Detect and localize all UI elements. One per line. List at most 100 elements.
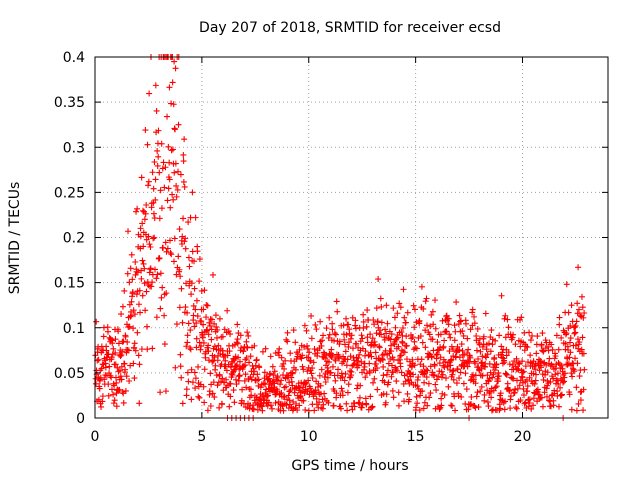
data-point bbox=[196, 256, 203, 263]
data-point bbox=[577, 312, 584, 319]
data-point bbox=[406, 396, 413, 403]
data-point bbox=[429, 336, 436, 343]
data-point bbox=[382, 399, 389, 406]
data-point bbox=[432, 381, 439, 388]
data-point bbox=[168, 251, 175, 258]
data-point bbox=[192, 375, 199, 382]
data-point bbox=[580, 314, 587, 321]
data-point bbox=[418, 283, 425, 290]
data-point bbox=[277, 381, 284, 388]
data-point bbox=[554, 370, 561, 377]
y-tick-label: 0.25 bbox=[54, 185, 85, 201]
data-point bbox=[342, 348, 349, 355]
data-point bbox=[243, 384, 250, 391]
data-point bbox=[122, 333, 129, 340]
data-point bbox=[419, 388, 426, 395]
data-point bbox=[397, 363, 404, 370]
data-point bbox=[490, 387, 497, 394]
data-point bbox=[209, 358, 216, 365]
data-point bbox=[371, 321, 378, 328]
data-point bbox=[108, 386, 115, 393]
data-point bbox=[282, 357, 289, 364]
data-point bbox=[148, 283, 155, 290]
data-point bbox=[464, 363, 471, 370]
data-point bbox=[441, 391, 448, 398]
y-tick-label: 0.05 bbox=[54, 366, 85, 382]
data-point bbox=[403, 342, 410, 349]
data-point bbox=[202, 354, 209, 361]
data-point bbox=[124, 270, 131, 277]
data-point bbox=[221, 326, 228, 333]
data-point bbox=[563, 281, 570, 288]
data-point bbox=[305, 377, 312, 384]
data-point bbox=[191, 285, 198, 292]
data-point bbox=[347, 335, 354, 342]
data-point bbox=[233, 381, 240, 388]
data-point bbox=[311, 389, 318, 396]
data-point bbox=[267, 370, 274, 377]
data-point bbox=[154, 271, 161, 278]
data-point bbox=[479, 343, 486, 350]
data-point bbox=[131, 340, 138, 347]
data-point bbox=[367, 393, 374, 400]
data-point bbox=[409, 334, 416, 341]
data-point bbox=[301, 344, 308, 350]
data-point bbox=[573, 407, 580, 414]
data-point bbox=[296, 385, 303, 392]
data-point bbox=[122, 387, 129, 394]
data-point bbox=[411, 306, 418, 313]
data-point bbox=[160, 159, 167, 166]
data-point bbox=[388, 348, 395, 355]
data-point bbox=[486, 390, 493, 397]
data-point bbox=[414, 400, 421, 407]
data-point bbox=[368, 353, 375, 360]
data-point bbox=[131, 375, 138, 382]
data-point bbox=[223, 367, 230, 374]
data-point bbox=[521, 400, 528, 407]
data-point bbox=[527, 352, 534, 359]
data-point bbox=[498, 343, 505, 350]
data-point bbox=[138, 267, 145, 274]
data-point bbox=[117, 373, 124, 380]
data-point bbox=[318, 342, 325, 349]
data-point bbox=[234, 321, 241, 328]
data-point bbox=[207, 322, 214, 329]
data-point bbox=[432, 325, 439, 332]
data-point bbox=[348, 368, 355, 375]
data-point bbox=[200, 306, 207, 313]
data-point bbox=[153, 275, 160, 282]
data-point bbox=[161, 184, 168, 191]
data-point bbox=[358, 404, 365, 411]
data-point bbox=[454, 366, 461, 373]
data-point bbox=[171, 235, 178, 242]
data-point bbox=[555, 346, 562, 353]
data-point bbox=[402, 319, 409, 326]
data-point bbox=[213, 334, 220, 341]
data-point bbox=[372, 341, 379, 348]
data-point bbox=[280, 360, 287, 367]
data-point bbox=[156, 169, 163, 176]
data-point bbox=[345, 339, 352, 346]
data-point bbox=[445, 383, 452, 390]
data-point bbox=[325, 359, 332, 366]
data-point bbox=[121, 287, 128, 294]
data-point bbox=[102, 364, 109, 371]
data-point bbox=[431, 372, 438, 379]
data-point bbox=[493, 361, 500, 368]
data-point bbox=[300, 397, 307, 404]
data-point bbox=[237, 332, 244, 339]
data-point bbox=[308, 335, 315, 342]
data-point bbox=[404, 390, 411, 397]
data-point bbox=[501, 359, 508, 366]
data-point bbox=[506, 386, 513, 393]
data-point bbox=[216, 371, 223, 378]
data-point bbox=[501, 315, 508, 322]
data-point bbox=[189, 189, 196, 196]
data-point bbox=[447, 334, 454, 341]
data-point bbox=[420, 305, 427, 312]
data-point bbox=[302, 381, 309, 388]
data-point bbox=[548, 341, 555, 348]
data-point bbox=[308, 370, 315, 377]
data-point bbox=[415, 373, 422, 380]
data-point bbox=[271, 368, 278, 375]
